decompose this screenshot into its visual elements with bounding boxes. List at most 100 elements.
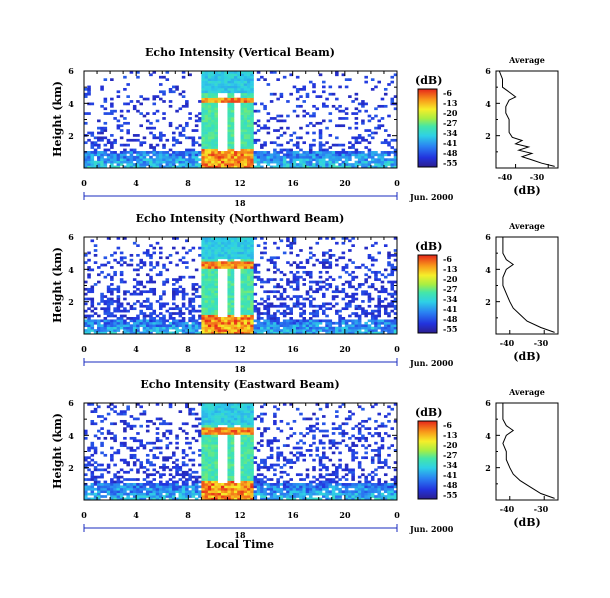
heatmap-cell bbox=[243, 490, 248, 494]
heatmap-cell bbox=[220, 329, 225, 332]
heatmap-cell bbox=[175, 155, 179, 159]
heatmap-cell bbox=[269, 314, 274, 318]
heatmap-cell bbox=[341, 163, 346, 166]
heatmap-cell bbox=[123, 117, 127, 120]
heatmap-cell bbox=[295, 495, 300, 498]
heatmap-cell bbox=[315, 403, 320, 406]
heatmap-cell bbox=[253, 480, 258, 484]
heatmap-cell bbox=[383, 309, 388, 313]
heatmap-cell bbox=[217, 165, 222, 169]
heatmap-cell bbox=[263, 251, 267, 255]
heatmap-cell bbox=[145, 112, 150, 115]
heatmap-cell bbox=[308, 317, 313, 320]
heatmap-cell bbox=[106, 326, 111, 330]
heatmap-cell bbox=[214, 121, 218, 125]
heatmap-cell bbox=[240, 405, 245, 409]
heatmap-cell bbox=[335, 285, 339, 289]
heatmap-cell bbox=[97, 119, 101, 123]
heatmap-cell bbox=[211, 412, 215, 416]
heatmap-cell bbox=[273, 439, 277, 443]
heatmap-cell bbox=[224, 100, 228, 103]
heatmap-cell bbox=[100, 329, 104, 332]
heatmap-cell bbox=[322, 151, 326, 154]
heatmap-cell bbox=[175, 485, 179, 489]
heatmap-cell bbox=[155, 151, 160, 154]
heatmap-cell bbox=[224, 412, 228, 416]
heatmap-cell bbox=[201, 314, 205, 318]
heatmap-cell bbox=[132, 302, 137, 306]
heatmap-cell bbox=[207, 263, 212, 267]
heatmap-cell bbox=[201, 165, 205, 169]
heatmap-cell bbox=[318, 165, 323, 169]
heatmap-cell bbox=[230, 487, 235, 491]
heatmap-cell bbox=[240, 300, 245, 303]
heatmap-cell bbox=[194, 165, 199, 169]
heatmap-cell bbox=[357, 151, 362, 154]
heatmap-cell bbox=[295, 302, 300, 306]
heatmap-cell bbox=[292, 109, 297, 113]
heatmap-cell bbox=[214, 107, 218, 111]
heatmap-cell bbox=[260, 251, 264, 255]
heatmap-cell bbox=[250, 90, 254, 94]
heatmap-cell bbox=[286, 114, 290, 118]
heatmap-cell bbox=[188, 317, 192, 320]
heatmap-cell bbox=[139, 143, 143, 147]
heatmap-cell bbox=[250, 143, 254, 147]
heatmap-cell bbox=[217, 261, 222, 264]
heatmap-cell bbox=[217, 75, 222, 79]
heatmap-cell bbox=[247, 422, 251, 426]
heatmap-cell bbox=[103, 97, 108, 101]
heatmap-cell bbox=[139, 292, 143, 296]
x-tick-label: 8 bbox=[185, 344, 191, 354]
heatmap-cell bbox=[97, 163, 101, 166]
heatmap-cell bbox=[286, 141, 290, 145]
y-tick-label: 6 bbox=[68, 66, 74, 76]
heatmap-cell bbox=[142, 312, 147, 315]
heatmap-cell bbox=[100, 138, 104, 142]
heatmap-cell bbox=[292, 453, 297, 457]
heatmap-cell bbox=[185, 160, 189, 164]
heatmap-cell bbox=[217, 324, 222, 328]
heatmap-cell bbox=[110, 407, 114, 411]
heatmap-cell bbox=[188, 485, 192, 489]
heatmap-cell bbox=[217, 495, 222, 498]
heatmap-cell bbox=[201, 422, 205, 426]
heatmap-cell bbox=[106, 466, 111, 469]
heatmap-cell bbox=[113, 405, 117, 409]
heatmap-cell bbox=[204, 146, 209, 149]
heatmap-cell bbox=[354, 126, 359, 130]
heatmap-cell bbox=[204, 461, 209, 464]
heatmap-cell bbox=[165, 466, 170, 469]
heatmap-cell bbox=[204, 141, 209, 145]
heatmap-cell bbox=[214, 138, 218, 142]
heatmap-cell bbox=[175, 436, 179, 440]
heatmap-cell bbox=[152, 102, 157, 106]
heatmap-cell bbox=[276, 451, 280, 455]
heatmap-cell bbox=[172, 131, 176, 135]
heatmap-cell bbox=[224, 405, 228, 409]
heatmap-cell bbox=[260, 146, 264, 149]
heatmap-cell bbox=[136, 490, 140, 494]
heatmap-cell bbox=[286, 165, 290, 169]
heatmap-cell bbox=[341, 153, 346, 157]
heatmap-cell bbox=[126, 422, 130, 426]
heatmap-cell bbox=[370, 319, 375, 323]
heatmap-cell bbox=[93, 407, 98, 411]
heatmap-cell bbox=[233, 73, 238, 77]
heatmap-cell bbox=[325, 278, 329, 281]
heatmap-cell bbox=[325, 258, 329, 262]
heatmap-cell bbox=[181, 490, 186, 494]
heatmap-cell bbox=[247, 436, 251, 440]
heatmap-cell bbox=[175, 278, 179, 281]
x-tick-label: 0 bbox=[394, 344, 400, 354]
heatmap-cell bbox=[191, 129, 196, 132]
heatmap-cell bbox=[250, 475, 254, 479]
heatmap-cell bbox=[119, 129, 124, 132]
heatmap-cell bbox=[188, 329, 192, 332]
heatmap-cell bbox=[364, 80, 368, 84]
heatmap-cell bbox=[263, 490, 267, 494]
heatmap-cell bbox=[214, 165, 218, 169]
heatmap-cell bbox=[377, 119, 381, 123]
heatmap-cell bbox=[149, 165, 153, 169]
heatmap-cell bbox=[211, 434, 215, 438]
